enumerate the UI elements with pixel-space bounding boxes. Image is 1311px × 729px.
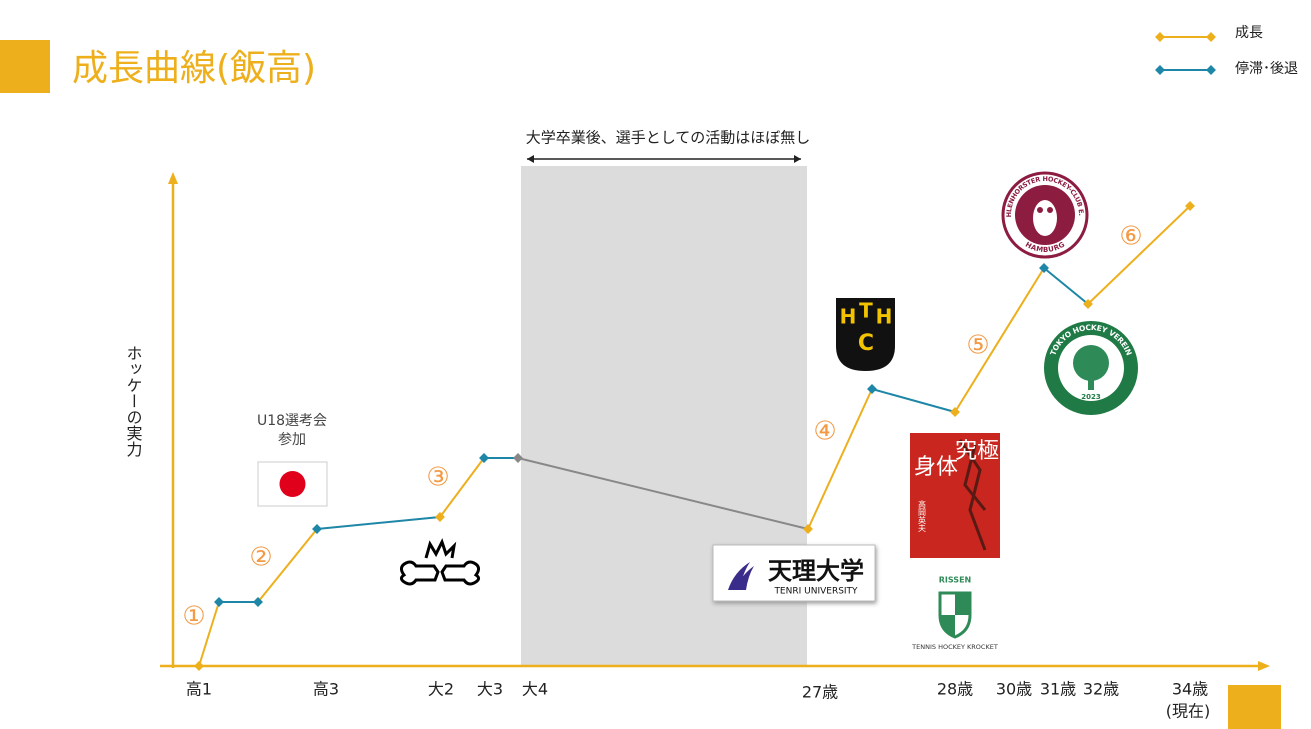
point-marker (479, 453, 489, 463)
logo-text: 天理大学 (768, 557, 864, 585)
point-marker (513, 453, 523, 463)
growth-curve (198, 205, 1191, 667)
title: 成長曲線(飯高) (72, 48, 316, 89)
growth-segment (954, 267, 1045, 413)
point-marker (803, 524, 813, 534)
annotation: U18選考会 (257, 413, 327, 429)
x-label: 31歳 (1040, 680, 1076, 699)
point-marker (1185, 201, 1195, 211)
stagnation-segment (871, 388, 956, 413)
x-label: 大2 (428, 680, 454, 699)
y-arrow (168, 172, 178, 184)
x-labels: 高1 高3 大2 大3 大4 27歳 28歳 30歳 31歳 32歳 34歳 (… (186, 680, 1210, 721)
y-axis-label: ホッケーの実力 (124, 345, 143, 458)
growth-segment (198, 601, 220, 667)
point-marker (950, 407, 960, 417)
point-marker (1039, 263, 1049, 273)
point-markers (194, 32, 1216, 671)
growth-segment (257, 528, 318, 603)
logo-letter: H (876, 305, 893, 329)
point-marker (1206, 32, 1216, 42)
book-author: 高岡英夫 (918, 499, 927, 533)
point-marker (1155, 32, 1165, 42)
x-label: 30歳 (996, 680, 1032, 699)
point-marker (214, 597, 224, 607)
period-note: 大学卒業後、選手としての活動はほぼ無し (526, 129, 811, 147)
x-label: 28歳 (937, 680, 973, 699)
injury-icon (399, 538, 481, 586)
corner-accent (1228, 685, 1281, 729)
x-label: 32歳 (1083, 680, 1119, 699)
rissen-logo: RISSEN TENNIS HOCKEY KROCKET (911, 576, 998, 652)
point-marker (435, 512, 445, 522)
point-marker (253, 597, 263, 607)
stagnation-segment (1043, 267, 1089, 305)
point-marker (867, 384, 877, 394)
step-number: ④ (813, 417, 836, 447)
x-label: 高1 (186, 680, 212, 699)
x-label: 大4 (522, 680, 548, 699)
legend-growth: 成長 (1235, 25, 1263, 41)
step-number: ⑤ (966, 331, 989, 361)
annotation: 参加 (278, 432, 306, 448)
stagnation-segment (316, 516, 441, 530)
hthc-logo: H T H C (836, 298, 895, 371)
step-number: ② (249, 543, 272, 573)
point-marker (1155, 65, 1165, 75)
step-number: ⑥ (1119, 222, 1142, 252)
point-marker (194, 661, 204, 671)
x-arrow (1258, 661, 1270, 671)
title-accent (0, 40, 50, 93)
logo-text: RISSEN (939, 576, 971, 585)
step-number: ③ (426, 463, 449, 493)
step-number: ① (182, 602, 205, 632)
book-title: 究極の (955, 439, 1021, 464)
x-label: 大3 (477, 680, 503, 699)
logo-text: TENRI UNIVERSITY (773, 587, 858, 597)
flag-circle (279, 471, 306, 497)
logo-text: 2023 (1081, 393, 1101, 401)
x-label: 27歳 (802, 683, 838, 702)
point-marker (312, 524, 322, 534)
growth-segment (807, 388, 873, 530)
decline-segment (517, 457, 809, 530)
growth-segment (439, 457, 485, 518)
growth-segment (1087, 205, 1191, 305)
logo-letter: T (859, 299, 873, 323)
tokyo-logo: TOKYO HOCKEY VEREIN 2023 (1044, 321, 1138, 415)
logo-text: TENNIS HOCKEY KROCKET (911, 643, 998, 651)
point-marker (1083, 299, 1093, 309)
x-label: 高3 (313, 680, 339, 699)
x-label: 34歳 (1172, 680, 1208, 699)
x-label: (現在) (1166, 702, 1211, 721)
logo-letter: H (840, 305, 857, 329)
book-title: 身体 (914, 455, 958, 480)
book-cover: 究極の 身体 高岡英夫 (910, 433, 1021, 558)
point-marker (1206, 65, 1216, 75)
legend-stagnation: 停滞･後退 (1235, 61, 1298, 77)
tenri-logo: 天理大学 TENRI UNIVERSITY (712, 544, 876, 602)
logo-letter: C (858, 331, 874, 356)
